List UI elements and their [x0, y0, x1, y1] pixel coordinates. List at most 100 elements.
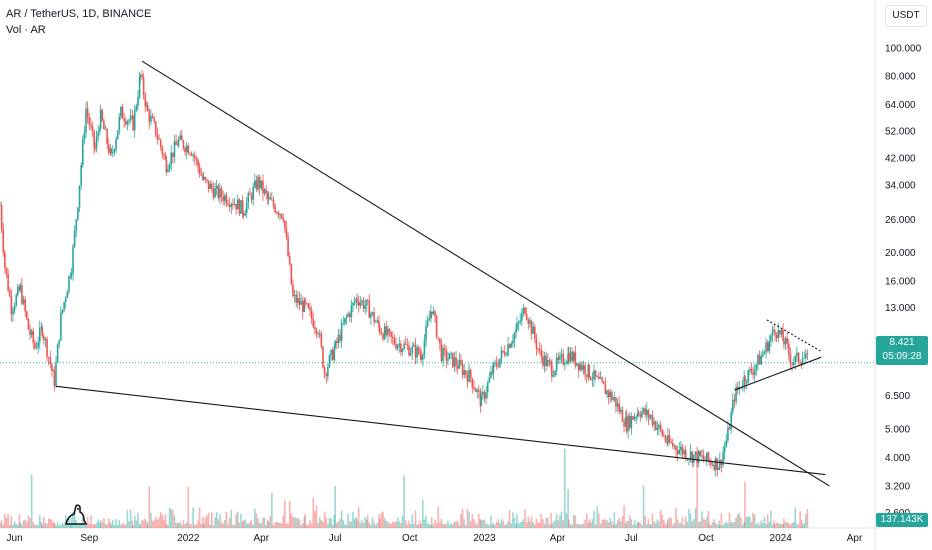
volume-bar — [217, 519, 220, 528]
volume-bar — [247, 523, 250, 528]
volume-bar — [757, 522, 759, 528]
volume-bar — [38, 515, 41, 528]
volume-bar — [184, 524, 186, 528]
volume-bar — [165, 524, 168, 528]
candle-body — [495, 362, 498, 366]
volume-bar — [366, 514, 369, 528]
volume-bar — [315, 505, 318, 528]
candle-body — [73, 230, 76, 247]
candle-body — [697, 451, 700, 463]
volume-indicator-label[interactable]: Vol · AR — [6, 24, 46, 36]
candle-body — [519, 320, 521, 323]
candle-body — [382, 334, 384, 340]
volume-bar — [161, 514, 164, 528]
volume-bar — [4, 513, 6, 528]
volume-bar — [728, 512, 731, 528]
candle-body — [750, 368, 753, 373]
volume-bar — [406, 524, 409, 528]
volume-bar — [545, 517, 547, 528]
candle-body — [576, 363, 578, 366]
candle-body — [710, 460, 712, 465]
volume-bar — [768, 521, 771, 528]
candle-body — [522, 307, 525, 313]
candle-body — [649, 416, 651, 418]
candle-body — [455, 357, 457, 366]
volume-bar — [312, 497, 315, 528]
candle-body — [192, 155, 194, 156]
volume-bar — [684, 516, 687, 528]
volume-bar — [5, 517, 8, 528]
volume-bar — [668, 517, 671, 528]
volume-bar — [551, 524, 553, 528]
tradingview-logo-icon[interactable] — [62, 500, 90, 528]
volume-bar — [654, 523, 657, 528]
candle-body — [168, 164, 171, 169]
candle-body — [252, 186, 254, 200]
volume-bar — [435, 523, 438, 528]
volume-bar — [777, 523, 780, 528]
volume-bar — [245, 522, 248, 528]
candle-body — [364, 305, 366, 309]
volume-bar — [550, 512, 552, 528]
candle-body — [557, 357, 560, 360]
volume-bar — [540, 513, 543, 528]
volume-bar — [391, 522, 394, 528]
currency-button[interactable]: USDT — [885, 5, 927, 27]
candle-body — [722, 452, 724, 466]
volume-bar — [55, 524, 57, 528]
volume-bar — [686, 521, 689, 528]
volume-bar — [533, 524, 536, 528]
volume-bar — [17, 524, 19, 528]
candle-body — [551, 364, 553, 377]
volume-bar — [800, 520, 803, 528]
volume-bar — [371, 516, 374, 528]
candle-body — [428, 318, 431, 321]
volume-bar — [90, 515, 92, 528]
volume-bar — [644, 515, 646, 528]
volume-bar — [388, 523, 391, 528]
volume-bar — [483, 519, 486, 528]
candle-body — [13, 305, 16, 310]
volume-bar — [325, 517, 328, 528]
volume-bar — [430, 524, 432, 528]
candle-body — [352, 302, 354, 306]
volume-bar — [285, 523, 288, 528]
candle-body — [151, 116, 154, 119]
candle-body — [542, 356, 544, 366]
volume-bar — [491, 524, 494, 528]
volume-bar — [63, 524, 65, 528]
candle-body — [88, 116, 91, 125]
candle-body — [658, 424, 660, 428]
candle-body — [356, 298, 358, 302]
volume-bar — [314, 511, 316, 528]
volume-bar — [417, 524, 420, 528]
volume-bar — [633, 519, 636, 528]
volume-bar — [588, 519, 590, 528]
candle-body — [594, 370, 597, 377]
candle-body — [46, 339, 48, 358]
candle-body — [582, 365, 585, 370]
candle-body — [432, 311, 435, 315]
volume-bar — [632, 524, 634, 528]
candle-body — [535, 339, 538, 349]
volume-bar — [537, 522, 539, 528]
candle-body — [242, 213, 245, 216]
candle-body — [272, 199, 275, 206]
candle-body — [532, 326, 534, 334]
volume-bar — [799, 511, 801, 528]
candle-body — [175, 141, 177, 145]
x-tick-label: 2024 — [770, 533, 793, 544]
candle-body — [204, 177, 207, 180]
volume-bar — [645, 524, 648, 528]
candle-body — [374, 321, 377, 323]
volume-bar — [97, 519, 99, 528]
volume-bar — [32, 522, 35, 528]
volume-bar — [238, 522, 241, 528]
last-price-value: 8.421 — [889, 337, 915, 348]
volume-bar — [615, 524, 617, 528]
candle-body — [202, 177, 205, 180]
candle-body — [730, 412, 732, 430]
volume-bar — [7, 514, 9, 528]
volume-bar — [532, 522, 534, 528]
